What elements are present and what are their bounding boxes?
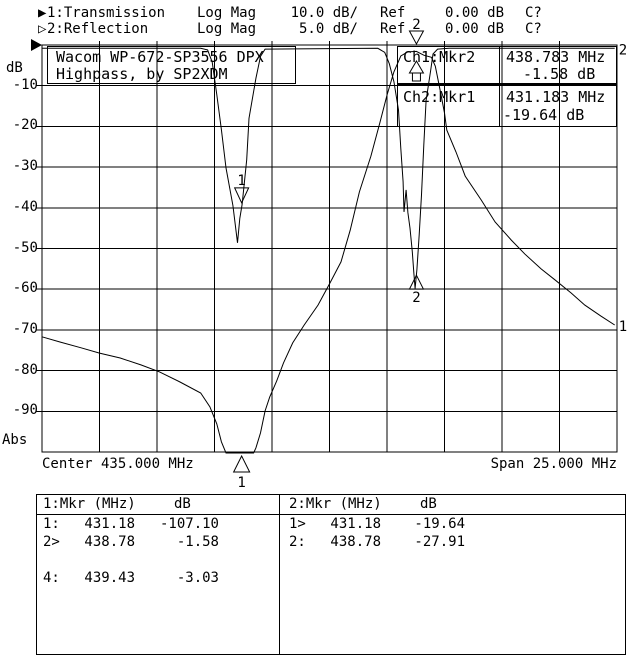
y-axis-unit-label: dB [6, 60, 23, 76]
readout-ch1-freq: 438.783 MHz [506, 48, 606, 66]
marker-freq: 438.78 [84, 534, 135, 550]
ch1-scale-value: 10.0 dB/ [290, 5, 358, 21]
ch1-ref-label: Ref [380, 5, 406, 21]
graph-title-box: Wacom WP-672-SP3556 DPX Highpass, by SP2… [47, 46, 296, 84]
marker-table: 1:Mkr (MHz) dB 1: 431.18 -107.10 2> 438.78 -1… [36, 494, 626, 655]
marker-offscale-triangle-icon [232, 454, 251, 473]
marker-select: 1: [43, 516, 60, 532]
table-row: 2> 438.78 -1.58 [43, 535, 219, 549]
readout-divider [499, 47, 500, 83]
ch1-marker-flag-icon: ▶ [38, 5, 47, 21]
marker-table-header-rule [37, 514, 625, 515]
marker-db: -3.03 [176, 570, 219, 586]
marker-readout-ch2: Ch2:Mkr1 431.183 MHz -19.64 dB [397, 84, 617, 127]
graph-title-line1: Wacom WP-672-SP3556 DPX [56, 48, 264, 66]
ch2-trace-label: 2:Reflection [47, 21, 149, 37]
y-axis-label: -40 [12, 198, 38, 215]
table-header-unit: dB [420, 496, 437, 512]
trace-ch1 [41, 50, 615, 454]
readout-ch1-value: -1.58 dB [523, 65, 596, 83]
marker-db: -27.91 [414, 534, 465, 550]
readout-ch2-freq: 431.183 MHz [506, 88, 606, 106]
span-label: Span 25.000 MHz [490, 456, 617, 472]
y-axis-label: -60 [12, 280, 38, 297]
marker-triangle-icon [408, 30, 425, 46]
ch2-scale-value: 5.0 dB/ [298, 21, 358, 37]
readout-ch2-label: Ch2:Mkr1 [403, 88, 476, 106]
y-axis-label: -50 [12, 239, 38, 256]
table-header-title: 1:Mkr (MHz) [43, 496, 136, 512]
y-axis-label: -10 [12, 76, 38, 93]
marker-select: 1> [289, 516, 306, 532]
readout-divider [499, 85, 500, 126]
marker-freq: 431.18 [330, 516, 381, 532]
trace-ch2 [42, 47, 615, 289]
marker-triangle-icon [233, 187, 250, 205]
y-axis-label: -90 [12, 402, 38, 419]
y-axis-label: -70 [12, 320, 38, 337]
ch1-format-label: Log Mag [197, 5, 257, 21]
marker-number-label: 2 [412, 17, 420, 33]
marker-freq: 431.18 [84, 516, 135, 532]
marker-db: -107.10 [159, 516, 219, 532]
plot-border [41, 44, 618, 453]
readout-ch1-label: Ch1:Mkr2 [403, 48, 476, 66]
ch1-ref-value: 0.00 dB [445, 5, 505, 21]
marker-select: 2> [43, 534, 60, 550]
y-axis-bottom-label: Abs [2, 432, 28, 448]
marker-select: 4: [43, 570, 60, 586]
ch1-cal-status: C? [525, 5, 542, 21]
active-marker-square-icon [411, 72, 421, 82]
ch2-ref-label: Ref [380, 21, 406, 37]
ch2-marker-flag-icon: ▷ [38, 21, 47, 37]
ch2-format-label: Log Mag [197, 21, 257, 37]
marker-number-label: 2 [412, 290, 420, 306]
ch2-ref-value: 0.00 dB [445, 21, 505, 37]
readout-ch2-value: -19.64 dB [503, 106, 585, 124]
table-header-unit: dB [174, 496, 191, 512]
trace-end-label-ch1: 1 [619, 319, 627, 335]
marker-table-right-header: 2:Mkr (MHz) dB [289, 497, 437, 511]
trace-end-label-ch2: 2 [619, 42, 627, 58]
marker-table-left-header: 1:Mkr (MHz) dB [43, 497, 191, 511]
table-row: 4: 439.43 -3.03 [43, 571, 219, 585]
ch2-cal-status: C? [525, 21, 542, 37]
marker-db: -1.58 [176, 534, 219, 550]
table-row: 1: 431.18 -107.10 [43, 517, 219, 531]
graph-title-line2: Highpass, by SP2XDM [56, 65, 228, 83]
marker-freq: 438.78 [330, 534, 381, 550]
marker-db: -19.64 [414, 516, 465, 532]
table-row: 1> 431.18 -19.64 [289, 517, 465, 531]
y-axis-label: -80 [12, 361, 38, 378]
marker-number-label: 1 [237, 173, 245, 189]
y-axis-label: -20 [12, 117, 38, 134]
marker-number-label: 1 [237, 475, 245, 491]
marker-triangle-icon [408, 274, 425, 290]
table-header-title: 2:Mkr (MHz) [289, 496, 382, 512]
ch1-trace-label: 1:Transmission [47, 5, 166, 21]
measurement-plot: 1 2 1 2 1 2 [31, 17, 627, 491]
marker-select: 2: [289, 534, 306, 550]
y-axis-label: -30 [12, 158, 38, 175]
marker-readout-ch1: Ch1:Mkr2 438.783 MHz -1.58 dB [397, 46, 617, 84]
ref-level-indicator-icon [31, 39, 42, 51]
table-row: 2: 438.78 -27.91 [289, 535, 465, 549]
marker-freq: 439.43 [84, 570, 135, 586]
marker-table-divider [279, 495, 280, 654]
center-frequency-label: Center 435.000 MHz [42, 456, 194, 472]
